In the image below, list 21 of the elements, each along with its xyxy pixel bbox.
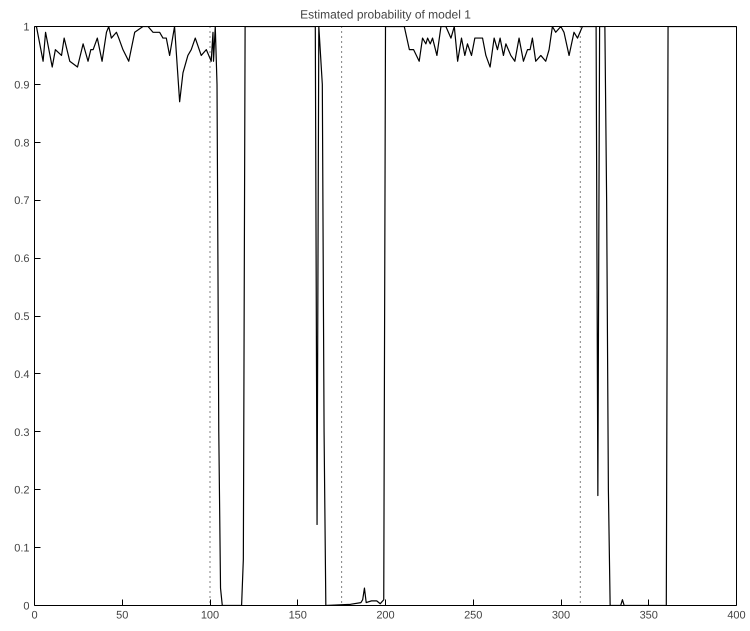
y-tick-label: 0.5 [14, 311, 30, 323]
x-tick-label: 150 [288, 610, 307, 622]
x-tick-label: 100 [200, 610, 220, 622]
x-tick-label: 250 [464, 610, 482, 622]
y-tick-label: 0.4 [14, 368, 30, 381]
y-tick-label: 0 [23, 600, 30, 612]
y-tick-label: 0.2 [14, 484, 30, 497]
y-tick-label: 0.8 [14, 137, 30, 150]
x-tick-label: 350 [640, 610, 658, 622]
x-tick-label: 200 [376, 610, 395, 622]
x-tick-label: 400 [727, 610, 746, 622]
y-tick-label: 0.6 [14, 253, 30, 266]
y-tick-label: 0.3 [14, 426, 30, 439]
y-tick-label: 0.1 [14, 542, 30, 555]
chart-title: Estimated probability of model 1 [300, 8, 472, 22]
x-tick-label: 0 [31, 610, 38, 622]
y-tick-label: 0.7 [14, 195, 30, 208]
y-tick-label: 0.9 [14, 79, 30, 92]
x-tick-label: 50 [116, 610, 128, 622]
x-tick-label: 300 [552, 610, 570, 622]
y-tick-label: 1 [23, 22, 30, 34]
